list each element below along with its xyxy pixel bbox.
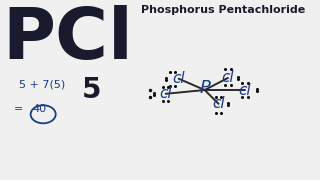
Text: cl: cl: [239, 82, 252, 98]
Text: cl: cl: [159, 86, 172, 101]
Text: 5: 5: [82, 76, 102, 104]
Text: =: =: [14, 104, 27, 114]
Text: P: P: [199, 79, 210, 97]
Text: PCl: PCl: [3, 5, 134, 74]
Text: Phosphorus Pentachloride: Phosphorus Pentachloride: [141, 5, 305, 15]
Text: 40: 40: [32, 104, 46, 114]
Text: cl: cl: [172, 71, 185, 86]
Text: 5 + 7(5): 5 + 7(5): [20, 79, 66, 89]
Text: cl: cl: [221, 71, 234, 86]
Text: cl: cl: [212, 96, 225, 111]
